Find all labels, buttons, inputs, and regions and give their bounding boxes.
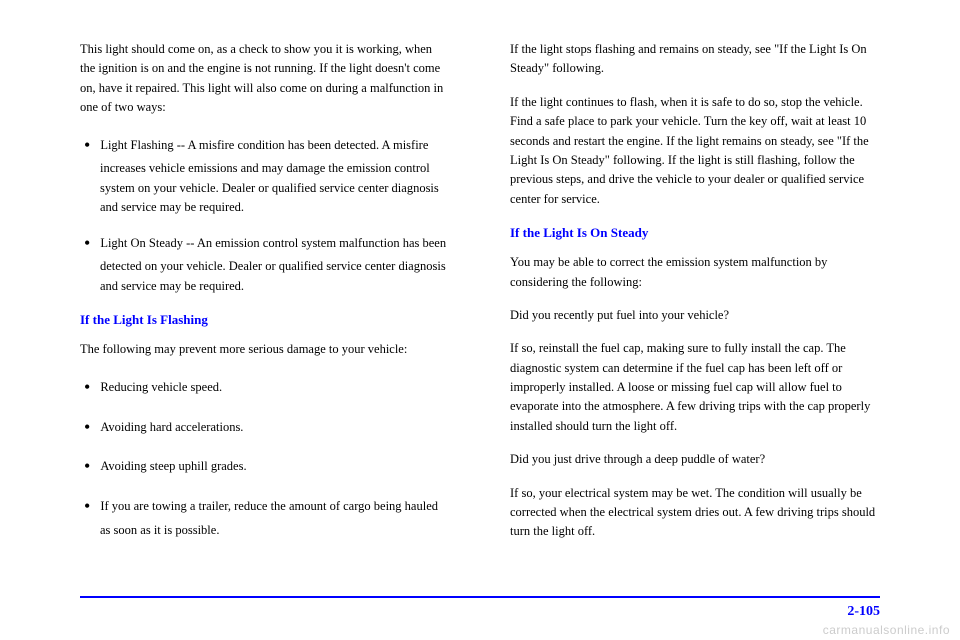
fuel-answer: If so, reinstall the fuel cap, making su…	[510, 339, 880, 436]
steady-ref-1: If the light stops flashing and remains …	[510, 40, 880, 79]
page-number: 2-105	[80, 604, 880, 620]
watermark: carmanualsonline.info	[823, 623, 950, 637]
left-column: This light should come on, as a check to…	[80, 40, 460, 560]
page-footer: 2-105	[80, 596, 880, 620]
list-item-speed: Reducing vehicle speed.	[80, 374, 450, 402]
footer-divider	[80, 596, 880, 598]
intro-paragraph: This light should come on, as a check to…	[80, 40, 450, 118]
heading-steady: If the Light Is On Steady	[510, 223, 880, 243]
list-item-grades: Avoiding steep uphill grades.	[80, 453, 450, 481]
steady-intro: You may be able to correct the emission …	[510, 253, 880, 292]
puddle-question: Did you just drive through a deep puddle…	[510, 450, 880, 469]
steady-ref-2: If the light continues to flash, when it…	[510, 93, 880, 209]
heading-flashing: If the Light Is Flashing	[80, 310, 450, 330]
puddle-answer: If so, your electrical system may be wet…	[510, 484, 880, 542]
content-area: This light should come on, as a check to…	[80, 40, 880, 560]
page-container: This light should come on, as a check to…	[0, 0, 960, 640]
list-item-steady: Light On Steady -- An emission control s…	[80, 230, 450, 297]
list-item-trailer: If you are towing a trailer, reduce the …	[80, 493, 450, 540]
list-item-flashing: Light Flashing -- A misfire condition ha…	[80, 132, 450, 218]
right-column: If the light stops flashing and remains …	[500, 40, 880, 560]
flashing-intro: The following may prevent more serious d…	[80, 340, 450, 359]
list-item-accel: Avoiding hard accelerations.	[80, 414, 450, 442]
fuel-question: Did you recently put fuel into your vehi…	[510, 306, 880, 325]
